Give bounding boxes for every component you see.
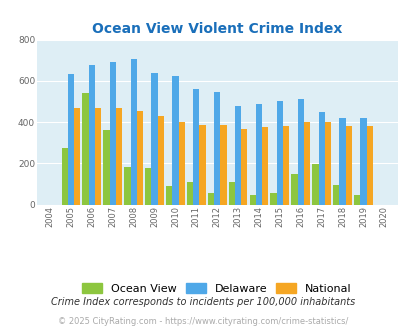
Bar bbox=[213, 92, 220, 205]
Bar bbox=[241, 129, 247, 205]
Bar bbox=[166, 186, 172, 205]
Bar bbox=[207, 193, 213, 205]
Bar bbox=[151, 73, 157, 205]
Bar bbox=[270, 193, 276, 205]
Text: Crime Index corresponds to incidents per 100,000 inhabitants: Crime Index corresponds to incidents per… bbox=[51, 297, 354, 307]
Bar bbox=[255, 104, 262, 205]
Bar bbox=[345, 126, 351, 205]
Bar bbox=[109, 62, 115, 205]
Bar bbox=[220, 125, 226, 205]
Bar bbox=[297, 99, 303, 205]
Bar bbox=[276, 102, 282, 205]
Bar bbox=[303, 122, 309, 205]
Bar bbox=[318, 112, 324, 205]
Bar bbox=[324, 122, 330, 205]
Bar bbox=[74, 108, 80, 205]
Bar bbox=[333, 184, 339, 205]
Legend: Ocean View, Delaware, National: Ocean View, Delaware, National bbox=[79, 280, 354, 297]
Bar bbox=[157, 116, 164, 205]
Bar bbox=[68, 74, 74, 205]
Bar bbox=[311, 164, 318, 205]
Bar bbox=[366, 126, 372, 205]
Bar bbox=[249, 195, 255, 205]
Bar bbox=[124, 167, 130, 205]
Bar bbox=[353, 195, 359, 205]
Bar bbox=[62, 148, 68, 205]
Bar bbox=[82, 93, 89, 205]
Title: Ocean View Violent Crime Index: Ocean View Violent Crime Index bbox=[92, 22, 341, 36]
Bar bbox=[262, 127, 268, 205]
Bar bbox=[145, 168, 151, 205]
Bar bbox=[193, 89, 199, 205]
Bar bbox=[234, 106, 241, 205]
Bar bbox=[186, 182, 193, 205]
Bar bbox=[95, 108, 101, 205]
Bar bbox=[178, 122, 184, 205]
Bar bbox=[115, 109, 122, 205]
Bar bbox=[359, 118, 366, 205]
Bar bbox=[172, 76, 178, 205]
Bar bbox=[130, 59, 136, 205]
Bar bbox=[89, 65, 95, 205]
Bar bbox=[136, 112, 143, 205]
Bar bbox=[339, 118, 345, 205]
Bar bbox=[291, 174, 297, 205]
Bar bbox=[228, 182, 234, 205]
Bar bbox=[282, 126, 288, 205]
Text: © 2025 CityRating.com - https://www.cityrating.com/crime-statistics/: © 2025 CityRating.com - https://www.city… bbox=[58, 317, 347, 326]
Bar bbox=[103, 130, 109, 205]
Bar bbox=[199, 125, 205, 205]
